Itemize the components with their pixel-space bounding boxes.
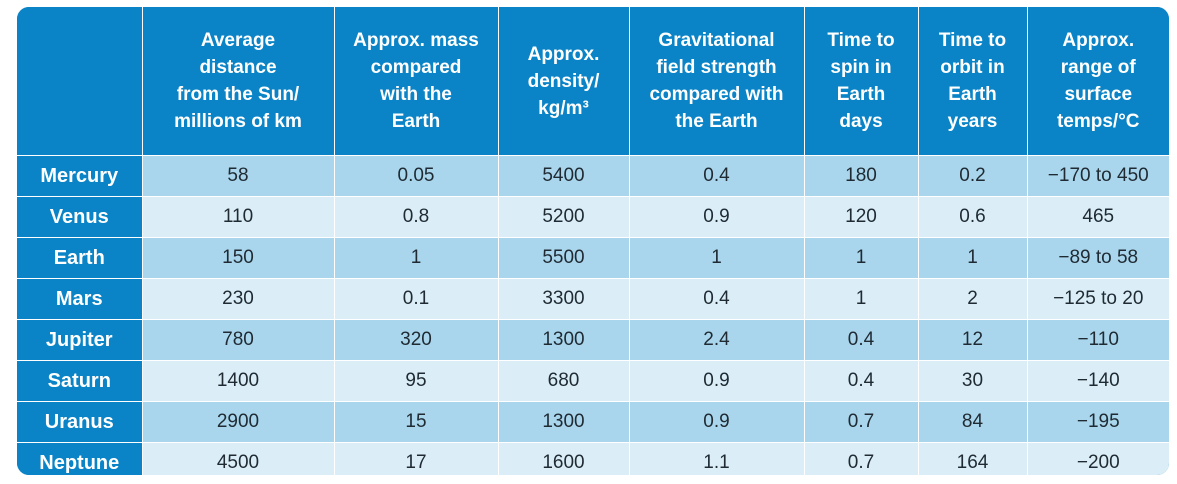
table-cell: 1: [803, 237, 919, 279]
header-row: Average distance from the Sun/ millions …: [17, 7, 1169, 156]
table-row: Mercury 58 0.05 5400 0.4 180 0.2 −170 to…: [17, 155, 1169, 197]
table-row: Venus 110 0.8 5200 0.9 120 0.6 465: [17, 196, 1169, 238]
table-cell: 120: [803, 196, 919, 238]
table-cell: 1: [333, 237, 499, 279]
table-cell: 12: [917, 319, 1028, 361]
row-label: Mars: [17, 278, 143, 320]
planet-data-table-container: Average distance from the Sun/ millions …: [17, 7, 1169, 475]
table-cell: 0.2: [917, 155, 1028, 197]
table-cell: 1: [628, 237, 805, 279]
table-cell: 95: [333, 360, 499, 402]
table-row: Saturn 1400 95 680 0.9 0.4 30 −140: [17, 360, 1169, 402]
table-cell: 0.8: [333, 196, 499, 238]
table-cell: 150: [141, 237, 335, 279]
table-cell: 0.9: [628, 360, 805, 402]
table-cell: 84: [917, 401, 1028, 443]
table-cell: 0.4: [628, 278, 805, 320]
table-cell: 4500: [141, 442, 335, 475]
table-row: Jupiter 780 320 1300 2.4 0.4 12 −110: [17, 319, 1169, 361]
table-cell: 0.1: [333, 278, 499, 320]
table-cell: 1400: [141, 360, 335, 402]
header-approx-density: Approx. density/ kg/m³: [497, 7, 630, 156]
table-cell: 0.7: [803, 401, 919, 443]
row-label: Earth: [17, 237, 143, 279]
corner-cell: [17, 7, 143, 156]
table-row: Mars 230 0.1 3300 0.4 1 2 −125 to 20: [17, 278, 1169, 320]
table-cell: 2900: [141, 401, 335, 443]
header-time-to-spin: Time to spin in Earth days: [803, 7, 919, 156]
table-cell: −195: [1026, 401, 1169, 443]
row-label: Mercury: [17, 155, 143, 197]
header-time-to-orbit: Time to orbit in Earth years: [917, 7, 1028, 156]
table-row: Uranus 2900 15 1300 0.9 0.7 84 −195: [17, 401, 1169, 443]
table-cell: 1300: [497, 401, 630, 443]
row-label: Jupiter: [17, 319, 143, 361]
table-cell: 230: [141, 278, 335, 320]
table-cell: 1: [803, 278, 919, 320]
table-cell: 1600: [497, 442, 630, 475]
table-cell: 110: [141, 196, 335, 238]
table-cell: 2: [917, 278, 1028, 320]
planet-data-table: Average distance from the Sun/ millions …: [17, 7, 1169, 475]
row-label: Neptune: [17, 442, 143, 475]
table-cell: 0.7: [803, 442, 919, 475]
header-approx-mass: Approx. mass compared with the Earth: [333, 7, 499, 156]
table-cell: 320: [333, 319, 499, 361]
table-cell: 0.9: [628, 196, 805, 238]
table-cell: 0.4: [803, 319, 919, 361]
table-cell: 0.9: [628, 401, 805, 443]
table-cell: 0.05: [333, 155, 499, 197]
table-cell: 680: [497, 360, 630, 402]
table-cell: 17: [333, 442, 499, 475]
table-cell: 1.1: [628, 442, 805, 475]
table-cell: −170 to 450: [1026, 155, 1169, 197]
table-cell: 2.4: [628, 319, 805, 361]
table-cell: 5400: [497, 155, 630, 197]
table-cell: −89 to 58: [1026, 237, 1169, 279]
table-cell: 3300: [497, 278, 630, 320]
table-row: Neptune 4500 17 1600 1.1 0.7 164 −200: [17, 442, 1169, 475]
table-cell: 30: [917, 360, 1028, 402]
table-cell: 1: [917, 237, 1028, 279]
table-cell: 0.6: [917, 196, 1028, 238]
table-cell: 465: [1026, 196, 1169, 238]
table-cell: 5200: [497, 196, 630, 238]
table-cell: −110: [1026, 319, 1169, 361]
table-cell: 780: [141, 319, 335, 361]
header-gravitational-field: Gravitational field strength compared wi…: [628, 7, 805, 156]
table-cell: 5500: [497, 237, 630, 279]
table-cell: 0.4: [628, 155, 805, 197]
row-label: Saturn: [17, 360, 143, 402]
table-cell: 15: [333, 401, 499, 443]
table-row: Earth 150 1 5500 1 1 1 −89 to 58: [17, 237, 1169, 279]
table-cell: 164: [917, 442, 1028, 475]
table-cell: −140: [1026, 360, 1169, 402]
table-cell: −125 to 20: [1026, 278, 1169, 320]
row-label: Venus: [17, 196, 143, 238]
table-cell: −200: [1026, 442, 1169, 475]
header-surface-temps: Approx. range of surface temps/°C: [1026, 7, 1169, 156]
table-cell: 180: [803, 155, 919, 197]
table-cell: 0.4: [803, 360, 919, 402]
table-cell: 1300: [497, 319, 630, 361]
table-cell: 58: [141, 155, 335, 197]
header-average-distance: Average distance from the Sun/ millions …: [141, 7, 335, 156]
row-label: Uranus: [17, 401, 143, 443]
